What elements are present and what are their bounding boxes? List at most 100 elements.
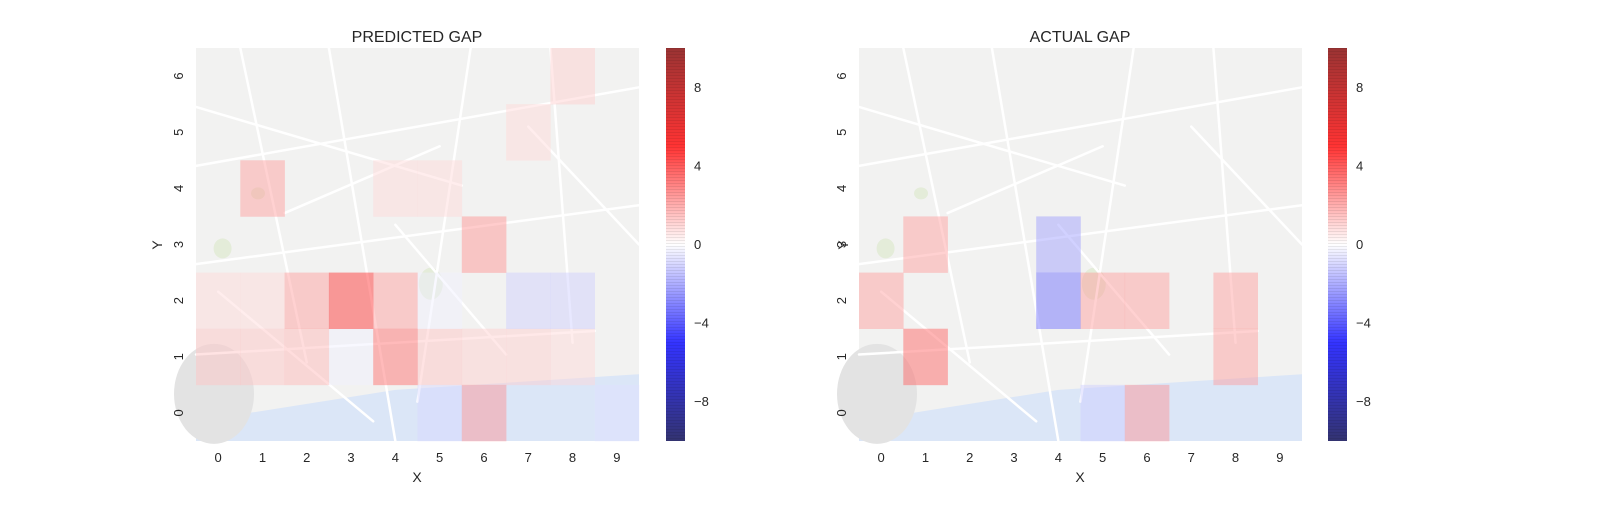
street-line [283, 145, 441, 215]
street-line [879, 290, 1038, 423]
x-tick-label: 5 [1099, 450, 1106, 465]
colorbar-tick-label: 4 [694, 158, 701, 173]
y-tick-label: 3 [834, 241, 849, 248]
heatmap-cell [240, 328, 285, 386]
colorbar-stripes [1328, 48, 1347, 441]
x-tick-label: 3 [1010, 450, 1017, 465]
street-line [416, 46, 472, 403]
street-line [216, 290, 375, 423]
street-map-layer [174, 46, 641, 444]
heatmap-cell [373, 328, 418, 386]
street-line [857, 86, 1304, 168]
street-line [194, 86, 641, 168]
street-line [990, 46, 1060, 443]
colorbar-tick-label: 4 [1356, 158, 1363, 173]
x-axis-label: X [412, 469, 422, 485]
colorbar-tick-label: −4 [694, 316, 709, 331]
y-ticks: 0 1 2 3 4 5 6 [171, 72, 186, 416]
actual-gap-panel: ACTUAL GAP 0 1 2 3 4 5 6 7 8 9 0 1 2 3 4 5 6 X Y 8 4 0 −4 −… [834, 29, 1371, 485]
x-tick-label: 7 [1188, 450, 1195, 465]
heatmap-cell [594, 384, 640, 442]
street-line [1190, 125, 1304, 246]
street-line [857, 203, 1304, 266]
heatmap-cell [284, 272, 330, 330]
colorbar: 8 4 0 −4 −8 [1328, 48, 1371, 441]
terrain-relief [837, 343, 917, 444]
heatmap-plot-area [837, 46, 1304, 444]
x-tick-label: 4 [392, 450, 399, 465]
heatmap-cell [461, 384, 507, 442]
x-tick-label: 1 [922, 450, 929, 465]
heatmap-cell [1124, 272, 1170, 330]
heatmap-cell [240, 272, 285, 330]
street-line [1079, 46, 1135, 403]
heatmap-cell [461, 328, 507, 386]
colorbar-tick-label: 0 [694, 237, 701, 252]
x-tick-label: 6 [480, 450, 487, 465]
park-area [876, 238, 895, 259]
x-ticks: 0 1 2 3 4 5 6 7 8 9 [215, 450, 621, 465]
street-line [857, 329, 1259, 356]
river-shape [196, 374, 639, 441]
y-tick-label: 5 [834, 129, 849, 136]
heatmap-cell [373, 272, 418, 330]
heatmap-cell [550, 272, 595, 330]
street-line [1212, 46, 1237, 344]
x-tick-label: 3 [347, 450, 354, 465]
heatmap-cell [417, 384, 463, 442]
colorbar-ticks: 8 4 0 −4 −8 [694, 80, 709, 409]
x-tick-label: 1 [259, 450, 266, 465]
heatmap-cell [328, 328, 374, 386]
heatmap-cells [859, 216, 1258, 442]
colorbar-tick-label: −8 [694, 394, 709, 409]
street-line [1057, 223, 1171, 356]
street-line [194, 203, 641, 266]
heatmap-cell [284, 328, 330, 386]
terrain-relief [174, 343, 254, 444]
heatmap-cell [1036, 272, 1081, 330]
x-tick-label: 4 [1055, 450, 1062, 465]
y-ticks: 0 1 2 3 4 5 6 [834, 72, 849, 416]
heatmap-cell [1036, 216, 1081, 273]
x-tick-label: 5 [436, 450, 443, 465]
heatmap-cell [506, 104, 551, 161]
heatmap-cell [550, 328, 595, 386]
x-axis-label: X [1075, 469, 1085, 485]
street-line [194, 329, 596, 356]
x-tick-label: 8 [1232, 450, 1239, 465]
heatmap-cell [240, 160, 285, 217]
heatmap-cell [506, 328, 551, 386]
park-area [213, 238, 232, 259]
park-area [914, 187, 929, 200]
x-tick-label: 7 [525, 450, 532, 465]
x-tick-label: 6 [1143, 450, 1150, 465]
y-tick-label: 6 [834, 72, 849, 79]
y-tick-label: 2 [834, 297, 849, 304]
y-axis-label: Y [835, 240, 851, 250]
x-tick-label: 0 [878, 450, 885, 465]
actual-gap-title: ACTUAL GAP [1030, 29, 1131, 46]
colorbar-tick-label: −4 [1356, 316, 1371, 331]
heatmap-cell [461, 216, 507, 273]
river-shape [859, 374, 1302, 441]
x-tick-label: 0 [215, 450, 222, 465]
colorbar-ticks: 8 4 0 −4 −8 [1356, 80, 1371, 409]
heatmap-cells [196, 48, 640, 442]
y-tick-label: 2 [171, 297, 186, 304]
street-line [857, 105, 1127, 187]
heatmap-cell [550, 48, 595, 105]
heatmap-cell [1080, 384, 1126, 442]
heatmap-cell [373, 160, 418, 217]
street-map-layer [837, 46, 1304, 444]
y-tick-label: 1 [834, 353, 849, 360]
heatmap-cell [417, 272, 463, 330]
heatmap-cell [196, 328, 241, 386]
heatmap-cell [1213, 272, 1258, 330]
heatmap-cell [1080, 272, 1126, 330]
x-tick-label: 2 [303, 450, 310, 465]
y-tick-label: 5 [171, 129, 186, 136]
street-line [527, 125, 641, 246]
colorbar-tick-label: 8 [694, 80, 701, 95]
colorbar-tick-label: 0 [1356, 237, 1363, 252]
